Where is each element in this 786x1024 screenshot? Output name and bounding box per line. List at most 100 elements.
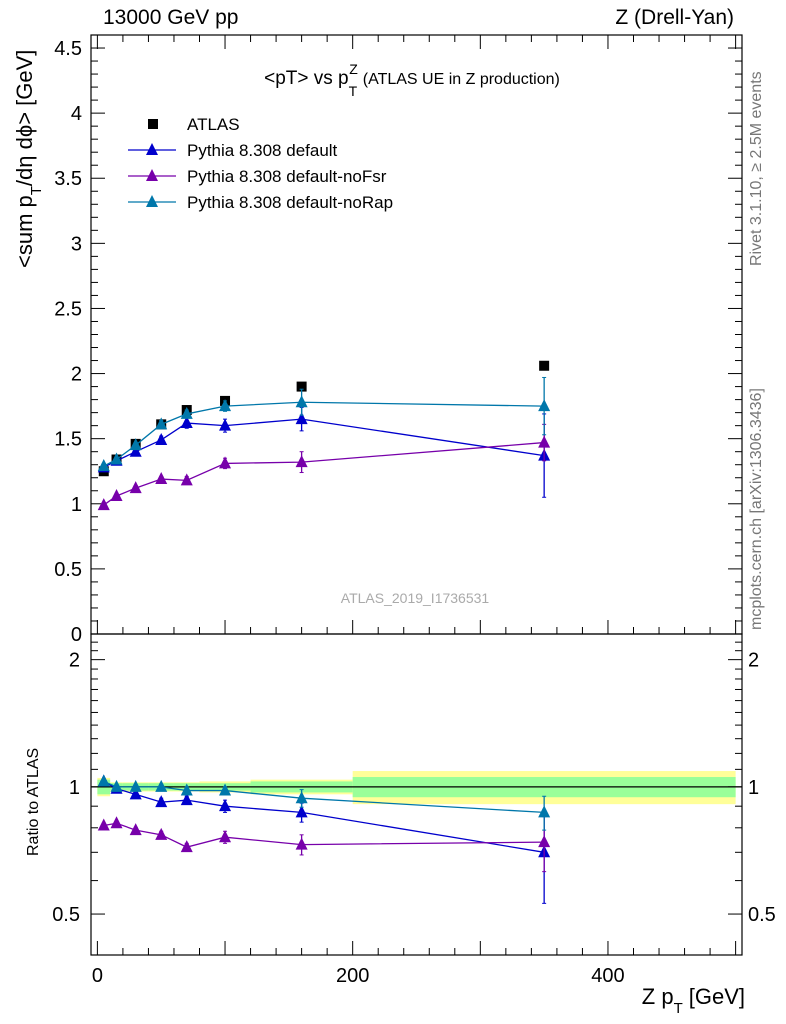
y-tick-label: 1.5 bbox=[54, 429, 82, 451]
ratio-point bbox=[295, 837, 308, 850]
legend-marker-triangle bbox=[146, 169, 158, 181]
series-point bbox=[180, 416, 193, 429]
legend-entry: ATLAS bbox=[148, 115, 240, 134]
ratio-y-tick-label: 2 bbox=[69, 650, 80, 672]
ratio-point bbox=[129, 779, 142, 792]
ratio-point bbox=[219, 830, 232, 843]
y-tick-label: 3.5 bbox=[54, 168, 82, 190]
series-layer bbox=[97, 360, 551, 904]
ratio-point bbox=[110, 779, 123, 792]
series-point bbox=[219, 399, 232, 412]
chart-title-main: <pT> vs p bbox=[264, 68, 349, 89]
legend-marker-triangle bbox=[146, 195, 158, 207]
series-point bbox=[97, 459, 110, 472]
ratio-point bbox=[219, 799, 232, 812]
chart-title-sup: Z bbox=[349, 61, 358, 77]
y-axis-title-sub: T bbox=[28, 186, 45, 195]
legend-entry: Pythia 8.308 default bbox=[128, 141, 338, 160]
legend-entry: Pythia 8.308 default-noRap bbox=[128, 193, 393, 212]
x-axis-title-main: Z p bbox=[642, 984, 674, 1009]
chart-title-sub: T bbox=[349, 83, 358, 99]
series-point bbox=[219, 418, 232, 431]
x-tick-label: 200 bbox=[336, 965, 369, 987]
ratio-line bbox=[103, 822, 545, 848]
ratio-point bbox=[155, 827, 168, 840]
series-point bbox=[129, 481, 142, 494]
series-point bbox=[180, 473, 193, 486]
series-point bbox=[97, 498, 110, 511]
x-tick-label: 0 bbox=[92, 965, 103, 987]
y-tick-label: 2 bbox=[71, 364, 82, 386]
atlas-data-point bbox=[539, 360, 550, 371]
ratio-point bbox=[129, 787, 142, 800]
series-point bbox=[129, 438, 142, 451]
ratio-y-tick-label-right: 1 bbox=[748, 777, 759, 799]
ratio-y-tick-label-right: 0.5 bbox=[748, 904, 776, 926]
y-axis-title-tail: /dη dϕ> [GeV] bbox=[12, 50, 37, 186]
ratio-point bbox=[97, 818, 110, 831]
x-axis-title: Z pT [GeV] bbox=[642, 984, 745, 1017]
series-point bbox=[155, 432, 168, 445]
x-axis-title-tail: [GeV] bbox=[689, 984, 745, 1009]
ratio-y-axis-title: Ratio to ATLAS bbox=[25, 748, 42, 856]
series-0 bbox=[98, 360, 550, 477]
y-axis-title: <sum pT/dη dϕ> [GeV] bbox=[12, 50, 45, 268]
y-tick-label: 3 bbox=[71, 233, 82, 255]
ratio-point bbox=[180, 783, 193, 796]
ratio-point bbox=[295, 805, 308, 818]
series-point bbox=[538, 399, 551, 412]
series-point bbox=[295, 455, 308, 468]
header-right: Z (Drell-Yan) bbox=[615, 6, 734, 29]
series-point bbox=[129, 444, 142, 457]
y-tick-label: 4.5 bbox=[54, 38, 82, 60]
legend-label: ATLAS bbox=[187, 115, 240, 134]
ratio-point bbox=[129, 823, 142, 836]
series-point bbox=[538, 435, 551, 448]
y-axis-title-main: <sum p bbox=[12, 195, 37, 268]
chart-title: <pT> vs pTZ (ATLAS UE in Z production) bbox=[264, 61, 560, 99]
ratio-point bbox=[97, 774, 110, 787]
y-tick-label: 0.5 bbox=[54, 559, 82, 581]
series-point bbox=[295, 412, 308, 425]
y-tick-label: 1 bbox=[71, 494, 82, 516]
legend-label: Pythia 8.308 default-noFsr bbox=[187, 167, 387, 186]
legend: ATLAS Pythia 8.308 default Pythia 8.308 de… bbox=[128, 115, 393, 212]
ratio-point bbox=[155, 779, 168, 792]
legend-entry: Pythia 8.308 default-noFsr bbox=[128, 167, 387, 186]
ratio-y-tick-label-right: 2 bbox=[748, 650, 759, 672]
ratio-uncertainty-bands bbox=[97, 771, 736, 805]
series-point bbox=[110, 488, 123, 501]
y-tick-label: 4 bbox=[71, 103, 82, 125]
x-axis-title-sub: T bbox=[674, 1000, 683, 1017]
ratio-point bbox=[219, 783, 232, 796]
legend-marker-square bbox=[148, 119, 158, 129]
series-2 bbox=[97, 423, 551, 873]
series-3 bbox=[97, 376, 551, 831]
ratio-point bbox=[180, 793, 193, 806]
legend-label: Pythia 8.308 default-noRap bbox=[187, 193, 393, 212]
ratio-plot-frame bbox=[90, 633, 743, 956]
ratio-point bbox=[155, 795, 168, 808]
ratio-point bbox=[538, 835, 551, 848]
legend-label: Pythia 8.308 default bbox=[187, 141, 338, 160]
watermark: ATLAS_2019_I1736531 bbox=[341, 590, 490, 606]
series-point bbox=[155, 417, 168, 430]
ratio-y-tick-label: 1 bbox=[69, 777, 80, 799]
y-tick-label: 2.5 bbox=[54, 298, 82, 320]
atlas-data-point bbox=[296, 381, 307, 392]
ratio-y-tick-label: 0.5 bbox=[52, 904, 80, 926]
ratio-point bbox=[110, 816, 123, 829]
series-point bbox=[219, 456, 232, 469]
series-point bbox=[155, 472, 168, 485]
series-line bbox=[103, 441, 545, 506]
ratio-point bbox=[538, 805, 551, 818]
x-tick-label: 400 bbox=[591, 965, 624, 987]
chart-title-tail: (ATLAS UE in Z production) bbox=[363, 71, 560, 88]
series-point bbox=[295, 395, 308, 408]
ratio-point bbox=[295, 791, 308, 804]
series-line bbox=[103, 401, 545, 467]
series-point bbox=[180, 406, 193, 419]
series-point bbox=[110, 452, 123, 465]
legend-marker-triangle bbox=[146, 143, 158, 155]
